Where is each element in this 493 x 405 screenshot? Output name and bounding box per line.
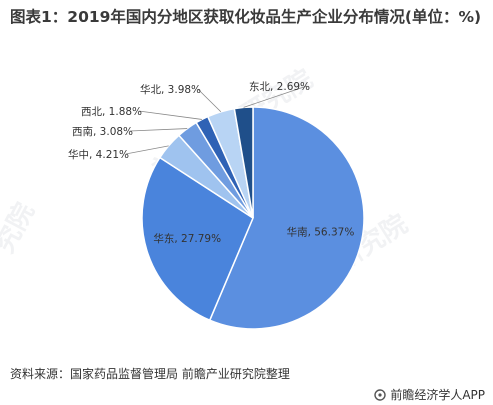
leader-line xyxy=(197,88,222,113)
chart-title: 图表1：2019年国内分地区获取化妆品生产企业分布情况(单位：%) xyxy=(10,8,482,26)
brand-footer: 前瞻经济学人APP xyxy=(374,386,485,403)
slice-label: 华北, 3.98% xyxy=(140,83,201,96)
leader-line xyxy=(138,110,202,120)
slice-label: 西南, 3.08% xyxy=(72,125,133,138)
leader-line xyxy=(243,85,307,108)
slice-label: 华南, 56.37% xyxy=(287,226,355,239)
brand-name: 前瞻经济学人APP xyxy=(390,388,485,402)
pie-slices xyxy=(141,106,365,330)
leader-line xyxy=(129,128,188,132)
slice-label: 华中, 4.21% xyxy=(68,148,129,161)
slice-label: 华东, 27.79% xyxy=(153,232,221,245)
watermark-text: 究院 xyxy=(0,198,41,258)
slice-label: 西北, 1.88% xyxy=(81,106,142,118)
pie-slice-华南 xyxy=(208,106,365,330)
pie-slice-华东 xyxy=(141,156,254,322)
brand-logo-icon xyxy=(374,388,387,401)
slice-label: 东北, 2.69% xyxy=(249,80,310,93)
pie-slice-东北 xyxy=(233,106,254,219)
slice-labels: 华南, 56.37% 华东, 27.79% 华中, 4.21% 西南, 3.08% 西北… xyxy=(68,80,354,245)
leader-lines xyxy=(125,85,307,155)
leader-line xyxy=(125,145,169,155)
source-note: 资料来源：国家药品监督管理局 前瞻产业研究院整理 xyxy=(10,367,290,381)
